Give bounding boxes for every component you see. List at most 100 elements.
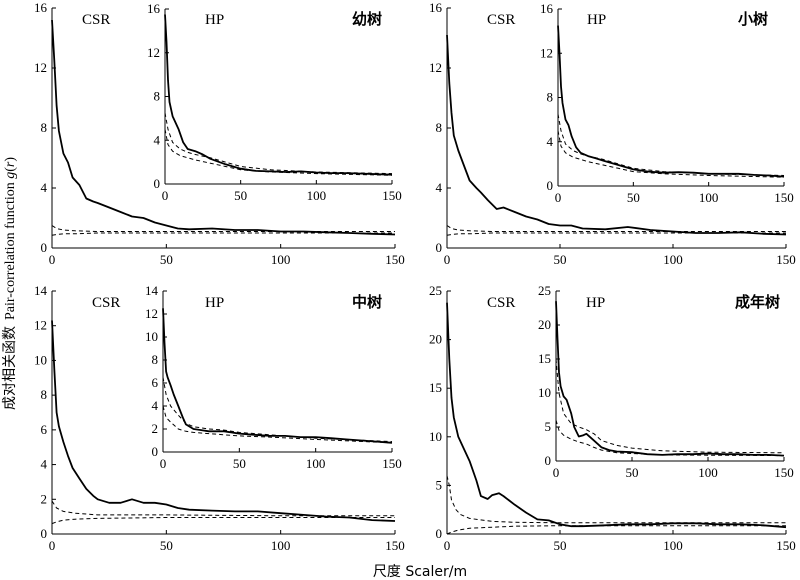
y-axis-label-argument: r <box>3 161 18 167</box>
inset-background <box>530 283 794 483</box>
x-tick-label: 100 <box>271 252 291 267</box>
y-tick-label: 15 <box>429 380 442 395</box>
x-tick-label: 50 <box>626 465 639 480</box>
y-tick-label: 0 <box>436 240 443 255</box>
x-tick-label: 0 <box>162 188 169 203</box>
y-axis-label: Pair-correlation function g(r) <box>3 157 18 320</box>
x-tick-label: 0 <box>49 538 56 553</box>
panel-medium-hp: 0 50 100 150 0 2 4 6 8 10 12 14 HP 中树 <box>137 283 402 474</box>
y-tick-label: 0 <box>436 526 443 541</box>
y-tick-label: 0 <box>152 444 159 459</box>
inset-background <box>139 1 402 206</box>
panel-seedling-csr: 0 50 100 150 0 4 8 12 16 CSR <box>34 0 405 267</box>
x-tick-label: 150 <box>382 456 402 471</box>
y-tick-label: 10 <box>34 352 47 367</box>
y-tick-label: 16 <box>34 0 48 15</box>
x-tick-label: 150 <box>776 538 796 553</box>
envelope-upper-line <box>555 358 785 454</box>
panel-title: HP <box>205 295 224 311</box>
y-tick-label: 14 <box>145 283 159 298</box>
y-tick-label: 12 <box>34 60 47 75</box>
x-tick-label: 50 <box>554 538 567 553</box>
envelope-upper-line <box>164 112 393 175</box>
x-tick-label: 100 <box>271 538 291 553</box>
envelope-lower-line <box>164 129 393 176</box>
x-tick-label: 150 <box>385 252 405 267</box>
y-tick-label: 2 <box>152 421 159 436</box>
x-tick-label: 150 <box>776 252 796 267</box>
x-tick-label: 50 <box>160 538 173 553</box>
envelope-upper-line <box>557 114 785 176</box>
y-tick-label: 8 <box>152 352 159 367</box>
panel-title: HP <box>586 295 605 311</box>
y-tick-label: 0 <box>545 453 552 468</box>
y-tick-label: 10 <box>538 385 551 400</box>
x-tick-label: 50 <box>554 252 567 267</box>
y-tick-label: 4 <box>41 457 48 472</box>
envelope-lower-line <box>162 405 393 444</box>
y-tick-label: 14 <box>34 283 48 298</box>
y-axis-label-function: g <box>3 172 18 179</box>
observed-line <box>446 302 787 529</box>
x-tick-label: 50 <box>160 252 173 267</box>
envelope-upper-line <box>51 225 395 232</box>
y-tick-label: 4 <box>41 180 48 195</box>
y-tick-label: 4 <box>152 398 159 413</box>
panel-sapling-hp: 0 50 100 150 0 4 8 12 16 HP 小树 <box>532 1 794 208</box>
panel-class-label: 中树 <box>352 293 382 311</box>
y-tick-label: 12 <box>147 45 160 60</box>
x-tick-label: 0 <box>160 456 167 471</box>
envelope-lower-line <box>557 130 785 178</box>
y-tick-label: 6 <box>41 422 48 437</box>
observed-line <box>51 320 396 522</box>
panel-sapling-csr: 0 50 100 150 0 4 8 12 16 CSR <box>429 0 796 267</box>
y-tick-label: 25 <box>538 283 551 298</box>
y-axis-label-chinese: 成对相关函数 <box>2 326 18 410</box>
y-tick-label: 0 <box>41 240 48 255</box>
envelope-lower-line <box>446 232 786 236</box>
envelope-lower-line <box>446 525 786 535</box>
inset-background <box>532 1 794 208</box>
envelope-lower-line <box>555 420 785 457</box>
x-tick-label: 150 <box>774 465 794 480</box>
y-tick-label: 16 <box>540 1 554 16</box>
y-tick-label: 8 <box>436 120 443 135</box>
envelope-upper-line <box>446 475 786 524</box>
panel-title: CSR <box>487 12 515 28</box>
x-tick-label: 100 <box>663 252 683 267</box>
x-axis-label: 尺度 Scaler/m <box>373 564 467 580</box>
y-tick-label: 12 <box>34 318 47 333</box>
x-tick-label: 100 <box>663 538 683 553</box>
y-tick-label: 8 <box>41 120 48 135</box>
y-tick-label: 8 <box>154 89 161 104</box>
y-tick-label: 16 <box>429 0 443 15</box>
x-tick-label: 50 <box>233 456 246 471</box>
panel-title: CSR <box>487 295 515 311</box>
x-tick-label: 150 <box>382 188 402 203</box>
observed-line <box>164 14 393 176</box>
envelope-lower-line <box>51 517 395 525</box>
y-tick-label: 5 <box>545 419 552 434</box>
y-tick-label: 12 <box>429 60 442 75</box>
y-tick-label: 4 <box>154 132 161 147</box>
y-tick-label: 0 <box>547 178 554 193</box>
panel-title: HP <box>587 12 606 28</box>
y-tick-label: 20 <box>429 332 442 347</box>
x-tick-label: 0 <box>553 465 560 480</box>
x-tick-label: 100 <box>699 190 719 205</box>
y-tick-label: 8 <box>41 387 48 402</box>
y-tick-label: 2 <box>41 491 48 506</box>
y-tick-label: 25 <box>429 283 442 298</box>
y-tick-label: 20 <box>538 317 551 332</box>
x-tick-label: 100 <box>306 456 326 471</box>
observed-line <box>555 301 785 457</box>
y-tick-label: 10 <box>429 429 442 444</box>
panel-adult-hp: 0 50 100 150 0 5 10 15 20 25 HP 成年树 <box>530 283 794 483</box>
y-tick-label: 0 <box>41 526 48 541</box>
y-tick-label: 12 <box>540 45 553 60</box>
panel-class-label: 小树 <box>738 10 768 28</box>
y-tick-label: 8 <box>547 90 554 105</box>
